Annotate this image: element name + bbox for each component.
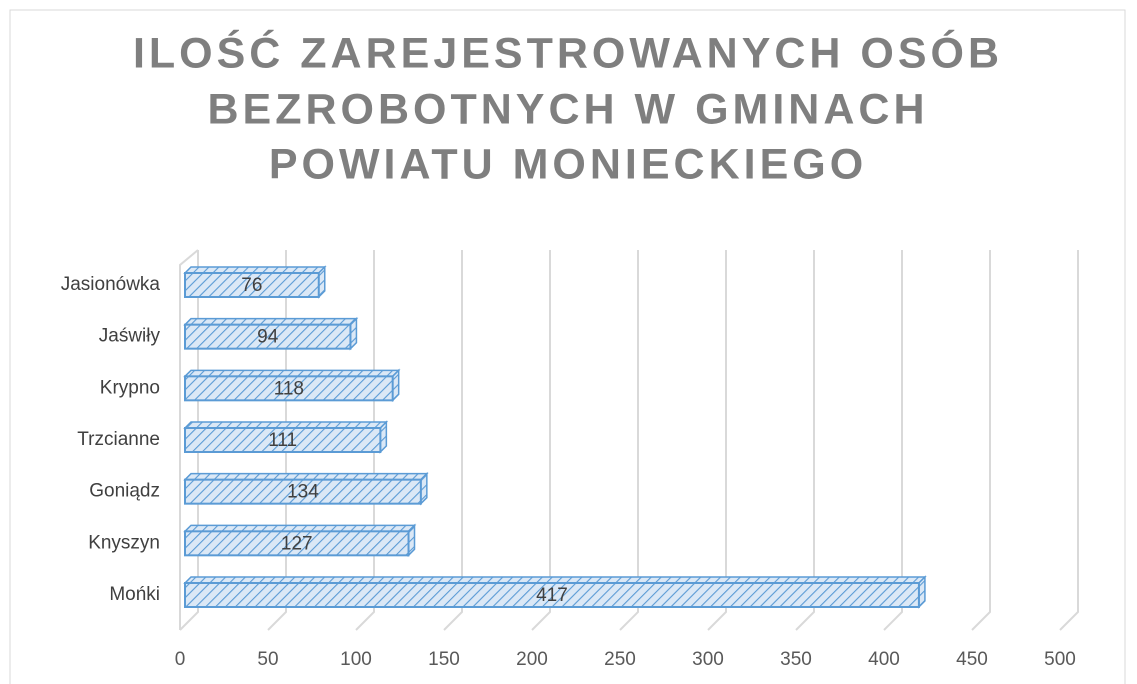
chart-title: POWIATU MONIECKIEGO xyxy=(269,140,867,188)
x-tick-label: 200 xyxy=(516,649,548,670)
grid-line xyxy=(883,250,903,631)
grid-line xyxy=(971,250,991,631)
data-label: 111 xyxy=(268,430,297,451)
bar xyxy=(183,265,327,299)
y-tick-label: Trzcianne xyxy=(77,429,160,450)
x-tick-label: 0 xyxy=(175,649,186,670)
bar-front xyxy=(184,272,320,298)
chart-border xyxy=(9,9,1126,684)
bar-front xyxy=(184,375,394,402)
bar xyxy=(183,316,359,351)
bar-front xyxy=(184,582,920,608)
bar-front xyxy=(184,530,410,557)
bar xyxy=(183,575,927,609)
data-label: 76 xyxy=(241,275,262,296)
y-tick-label: Knyszyn xyxy=(88,532,160,553)
chart-title: BEZROBOTNYCH W GMINACH xyxy=(207,85,928,133)
bar xyxy=(183,471,429,506)
bar xyxy=(183,523,417,558)
data-label: 94 xyxy=(257,327,279,348)
data-label: 134 xyxy=(287,482,319,503)
grid-line xyxy=(795,250,815,631)
bar-front xyxy=(184,323,352,350)
x-tick-label: 500 xyxy=(1044,649,1076,670)
grid-line xyxy=(707,250,727,631)
grid-line xyxy=(1059,250,1079,631)
bar-front xyxy=(184,427,382,453)
x-tick-label: 350 xyxy=(780,649,812,670)
y-tick-label: Mońki xyxy=(109,584,160,605)
x-tick-label: 250 xyxy=(604,649,636,670)
x-tick-label: 450 xyxy=(956,649,988,670)
y-tick-label: Jaświły xyxy=(99,326,161,347)
data-label: 127 xyxy=(281,533,313,554)
x-tick-label: 400 xyxy=(868,649,900,670)
x-tick-label: 150 xyxy=(428,649,460,670)
bar xyxy=(183,420,389,454)
x-tick-label: 300 xyxy=(692,649,724,670)
y-tick-label: Goniądz xyxy=(89,481,160,502)
data-label: 118 xyxy=(274,378,304,399)
axis-wall xyxy=(179,249,199,630)
x-tick-label: 100 xyxy=(340,649,372,670)
x-tick-label: 50 xyxy=(257,649,278,670)
data-label: 417 xyxy=(536,585,568,606)
y-tick-label: Jasionówka xyxy=(61,274,161,295)
bar xyxy=(183,368,401,403)
y-tick-label: Krypno xyxy=(100,377,160,398)
grid-line xyxy=(531,250,551,631)
grid-line xyxy=(443,250,463,631)
bar-front xyxy=(184,478,422,505)
grid-line xyxy=(619,250,639,631)
chart-title: ILOŚĆ ZAREJESTROWANYCH OSÓB xyxy=(133,28,1003,77)
